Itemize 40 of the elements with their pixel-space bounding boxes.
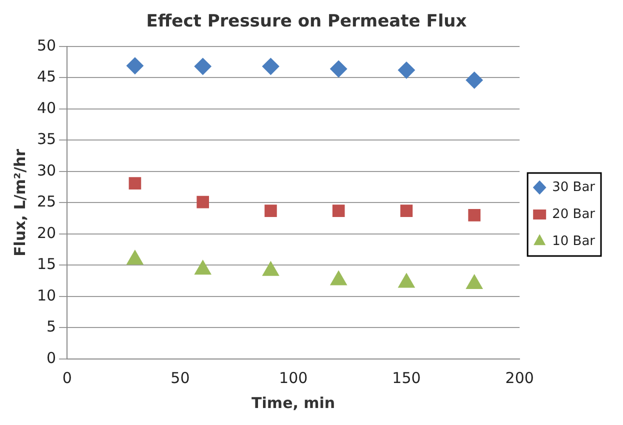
x-tick-label: 150: [392, 368, 421, 387]
y-axis-title: Flux, L/m²/hr: [10, 148, 29, 256]
point: [262, 261, 280, 276]
y-tick-label: 5: [46, 318, 56, 336]
point: [400, 204, 413, 217]
y-tick-label: 20: [36, 224, 56, 242]
point: [398, 62, 415, 79]
point: [466, 274, 483, 289]
point: [126, 57, 144, 74]
y-tick-label: 45: [36, 68, 56, 86]
y-tick-label: 30: [36, 161, 56, 180]
point: [196, 196, 209, 208]
point: [330, 270, 347, 286]
x-tick-label: 200: [505, 368, 534, 387]
point: [468, 209, 480, 222]
chart-title: Effect Pressure on Permeate Flux: [146, 12, 467, 32]
y-tick-label: 15: [36, 255, 56, 274]
legend-label: 20 Bar: [552, 206, 596, 222]
point: [194, 58, 212, 75]
point: [264, 204, 277, 217]
point: [262, 58, 280, 75]
legend-label: 30 Bar: [552, 180, 596, 195]
x-tick-label: 100: [279, 368, 308, 387]
y-tick-label: 10: [36, 286, 56, 304]
x-tick-label: 50: [170, 368, 190, 387]
point: [332, 204, 345, 217]
y-tick-label: 0: [46, 348, 56, 367]
point: [398, 273, 415, 288]
point: [330, 60, 348, 78]
point: [128, 177, 142, 190]
y-tick-label: 25: [36, 192, 56, 211]
point: [126, 250, 144, 265]
y-tick-label: 40: [36, 98, 56, 117]
x-axis-title: Time, min: [252, 394, 336, 412]
y-tick-label: 50: [36, 36, 56, 54]
x-tick-label: 0: [62, 368, 72, 387]
point: [194, 260, 212, 275]
point: [466, 72, 483, 89]
y-tick-label: 35: [36, 130, 56, 148]
legend-label: 10 Bar: [552, 234, 596, 249]
